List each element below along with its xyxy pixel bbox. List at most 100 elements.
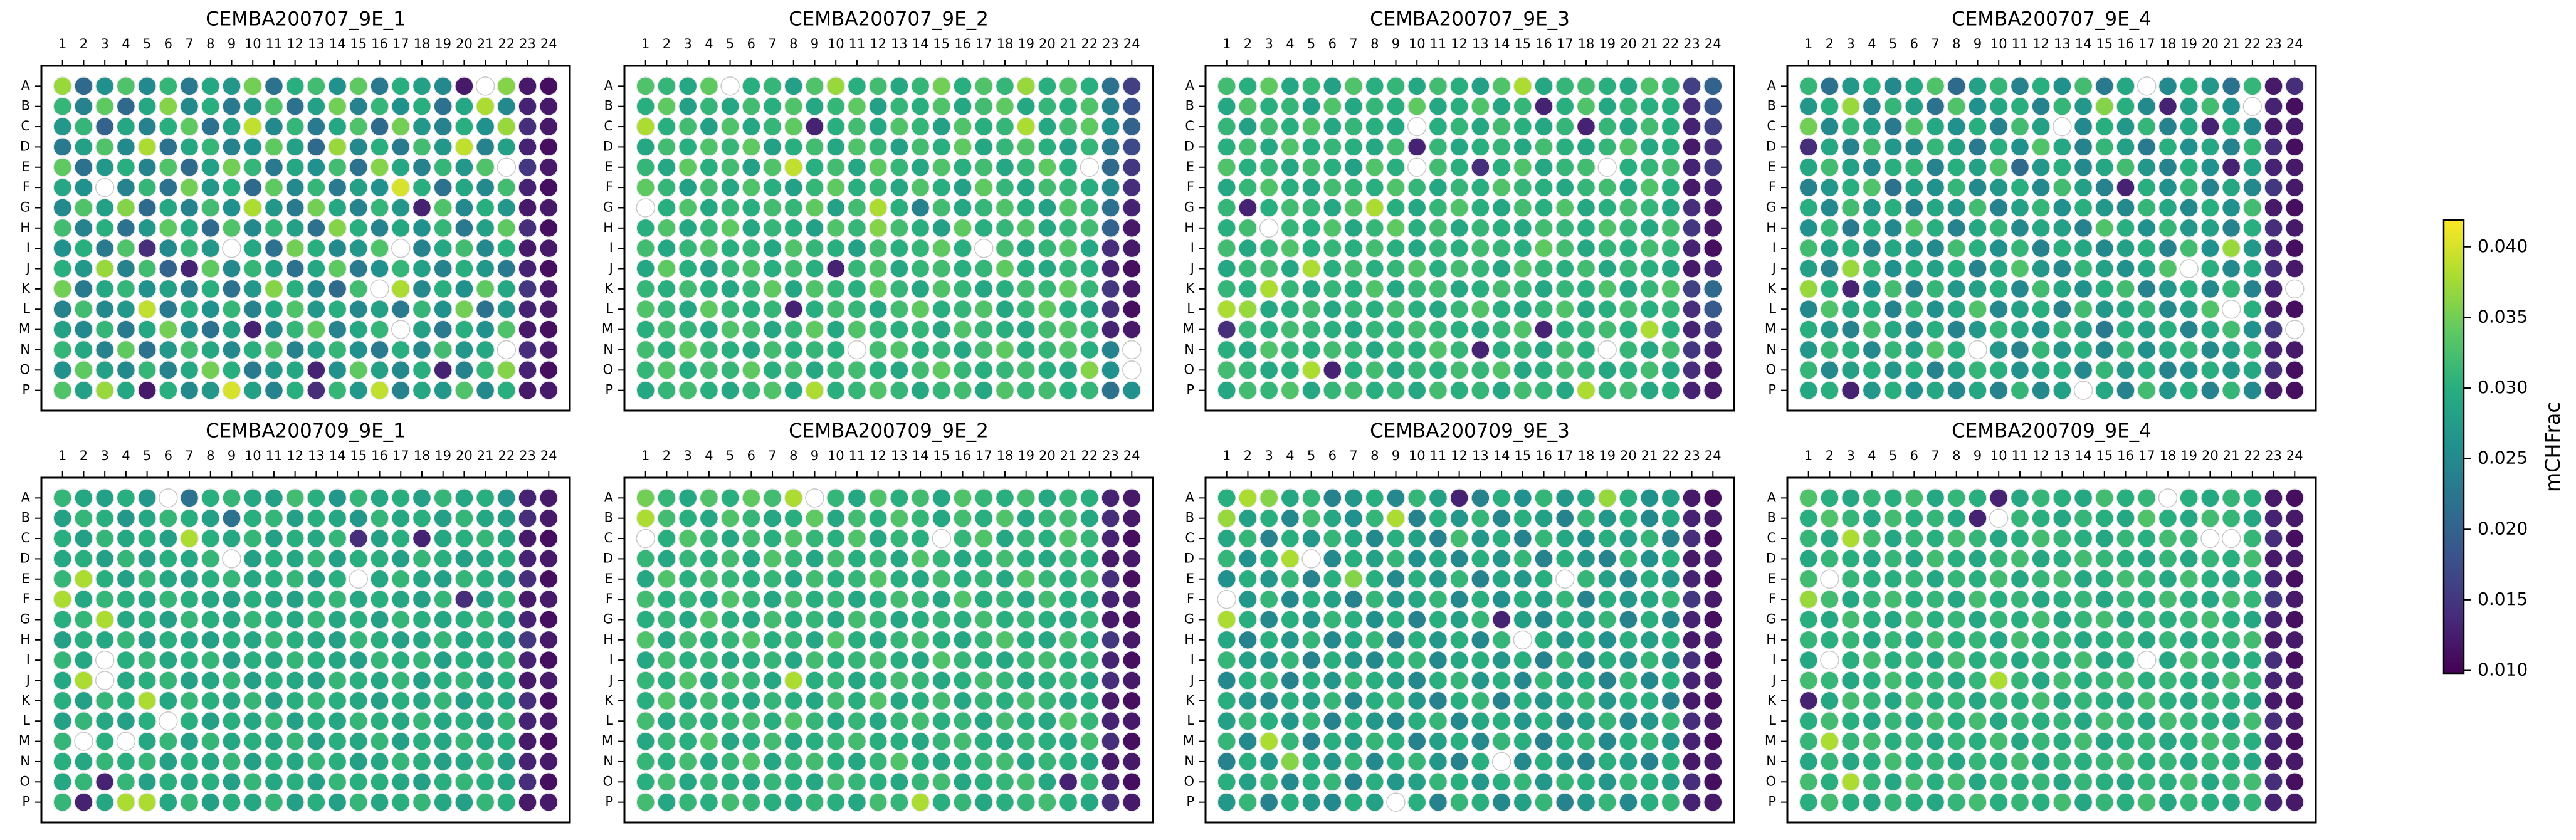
well	[2031, 97, 2051, 116]
plate-frame	[623, 476, 1154, 824]
x-tick-label: 18	[414, 36, 431, 51]
well	[974, 488, 994, 508]
well	[826, 610, 846, 629]
well	[2053, 610, 2072, 629]
well	[137, 528, 157, 549]
well	[433, 772, 453, 792]
well	[1280, 752, 1300, 772]
x-tick-label: 16	[1535, 448, 1552, 463]
well	[1639, 259, 1659, 278]
well	[159, 218, 178, 238]
well	[1555, 157, 1575, 177]
well	[1820, 177, 1839, 197]
well	[1639, 381, 1659, 400]
well	[657, 650, 676, 670]
well	[1122, 137, 1142, 157]
well	[1343, 340, 1364, 360]
well	[116, 508, 136, 528]
well	[1534, 117, 1553, 137]
well	[762, 299, 782, 319]
well	[1883, 177, 1903, 197]
well	[1301, 508, 1321, 528]
well	[179, 752, 199, 772]
well	[1883, 569, 1903, 589]
well	[412, 157, 432, 177]
well	[95, 340, 115, 360]
well	[932, 752, 952, 772]
well	[116, 671, 136, 690]
well	[720, 549, 740, 569]
well	[1038, 488, 1057, 508]
well	[1576, 549, 1596, 569]
well	[159, 238, 178, 258]
well	[2053, 508, 2072, 528]
well	[890, 508, 909, 528]
well	[1058, 198, 1078, 218]
well	[2010, 549, 2030, 569]
well	[412, 752, 432, 772]
well	[1968, 691, 1987, 711]
x-tick-label: 17	[1557, 36, 1574, 51]
well	[179, 259, 199, 278]
well	[1661, 177, 1681, 197]
y-tick-label: K	[1767, 281, 1777, 296]
well	[1513, 279, 1533, 299]
well	[349, 299, 369, 319]
well	[2137, 238, 2157, 258]
x-tick-label: 13	[2054, 36, 2071, 51]
well	[1323, 691, 1342, 711]
well	[910, 792, 930, 812]
y-tick-label: I	[1772, 652, 1776, 667]
well	[1365, 218, 1385, 238]
well	[1555, 630, 1575, 650]
well	[1428, 589, 1448, 609]
y-tick-label: H	[603, 632, 613, 647]
well	[412, 549, 432, 569]
well	[1407, 569, 1427, 589]
x-tick-label: 14	[329, 36, 346, 51]
well	[1597, 137, 1617, 157]
well	[1989, 259, 2009, 278]
well	[1016, 528, 1036, 549]
well	[699, 752, 719, 772]
well	[307, 691, 326, 711]
well	[2137, 569, 2157, 589]
well	[1080, 671, 1100, 690]
well	[116, 299, 136, 319]
well	[2053, 97, 2072, 116]
well	[1862, 137, 1882, 157]
well	[1619, 360, 1638, 380]
well	[1280, 610, 1300, 629]
well	[1217, 137, 1236, 157]
well	[953, 97, 972, 116]
well	[222, 97, 241, 116]
well	[412, 117, 432, 137]
well	[391, 340, 411, 360]
well	[847, 610, 867, 629]
well	[412, 792, 432, 812]
well	[847, 569, 867, 589]
well	[2179, 792, 2199, 812]
well	[1597, 320, 1617, 339]
well	[657, 97, 676, 116]
x-tick-label: 19	[1599, 448, 1616, 463]
well	[762, 752, 782, 772]
well	[95, 732, 115, 751]
well	[1238, 97, 1258, 116]
well	[868, 671, 888, 690]
well	[201, 198, 221, 218]
well	[784, 198, 804, 218]
well	[455, 630, 474, 650]
well	[370, 177, 389, 197]
y-tick-label: D	[1766, 550, 1776, 565]
well	[657, 569, 676, 589]
well	[475, 610, 495, 629]
well	[1989, 320, 2009, 339]
well	[497, 569, 517, 589]
well	[201, 630, 221, 650]
well	[327, 772, 347, 792]
well	[285, 589, 305, 609]
well	[1989, 157, 2009, 177]
well	[1820, 320, 1839, 339]
well	[95, 488, 115, 508]
